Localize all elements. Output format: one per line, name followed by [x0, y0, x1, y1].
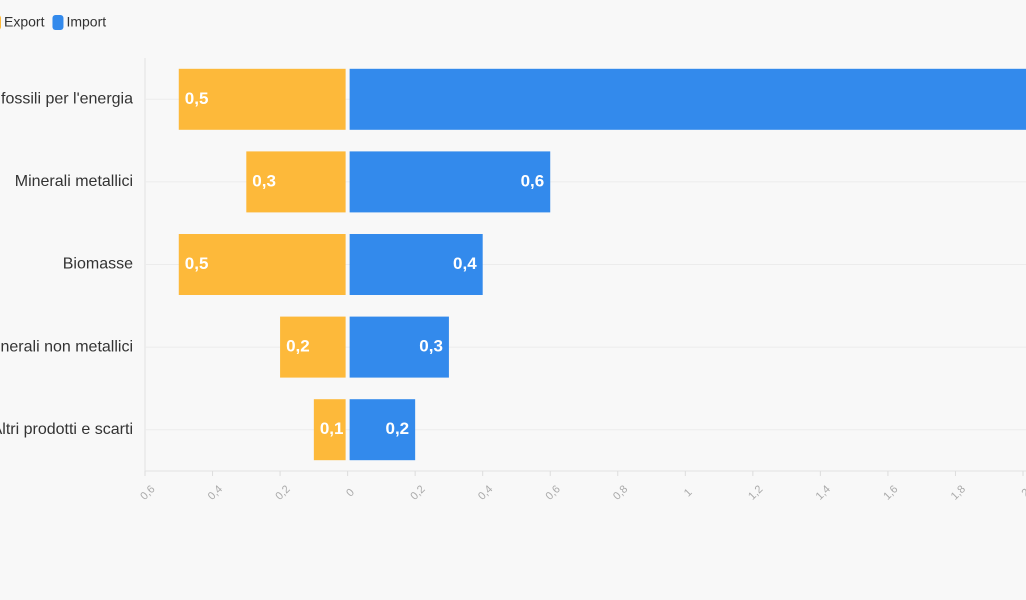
bar — [178, 234, 346, 295]
x-tick-label: 1,8 — [949, 483, 968, 502]
data-label: 0,3 — [252, 171, 276, 190]
legend-label: Import — [66, 14, 106, 30]
bar — [178, 68, 346, 130]
bar — [349, 151, 551, 213]
data-label: 0,2 — [386, 419, 410, 438]
x-tick-label: 0 — [344, 487, 357, 500]
x-tick-label: 0,4 — [476, 483, 495, 502]
bar — [349, 234, 483, 295]
x-tick-label: 0,6 — [544, 483, 563, 502]
x-tick-label: 1 — [682, 487, 695, 500]
data-label: 0,4 — [453, 254, 477, 273]
y-tick-label: Minerali metallici — [15, 173, 133, 190]
data-label: 0,2 — [286, 337, 310, 356]
bar — [349, 316, 449, 378]
bar — [349, 399, 416, 461]
bar — [246, 151, 346, 213]
legend-swatch — [52, 15, 64, 30]
x-tick-label: 1,6 — [881, 483, 900, 502]
x-tick-label: 0,2 — [273, 483, 292, 502]
data-label: 0,6 — [521, 171, 545, 190]
y-tick-label: Biomasse — [63, 256, 133, 273]
bar — [313, 399, 346, 461]
x-tick-label: 0,4 — [206, 483, 225, 502]
x-tick-label: 0,6 — [138, 483, 157, 502]
legend-label: Export — [4, 14, 45, 30]
bar — [349, 68, 1026, 130]
bar — [280, 316, 346, 378]
data-label: 0,3 — [419, 337, 443, 356]
x-tick-label: 2 — [1020, 487, 1026, 500]
data-label: 0,5 — [185, 89, 209, 108]
y-tick-label: Combustibili fossili per l'energia — [0, 91, 133, 108]
x-tick-label: 1,4 — [814, 483, 833, 502]
data-label: 0,1 — [320, 419, 344, 438]
data-label: 0,5 — [185, 254, 209, 273]
x-tick-label: 0,2 — [408, 483, 427, 502]
legend-swatch — [0, 15, 1, 30]
x-tick-label: 0,8 — [611, 483, 630, 502]
y-tick-label: Minerali non metallici — [0, 338, 133, 355]
y-tick-label: Altri prodotti e scarti — [0, 421, 133, 438]
x-tick-label: 1,2 — [746, 483, 765, 502]
